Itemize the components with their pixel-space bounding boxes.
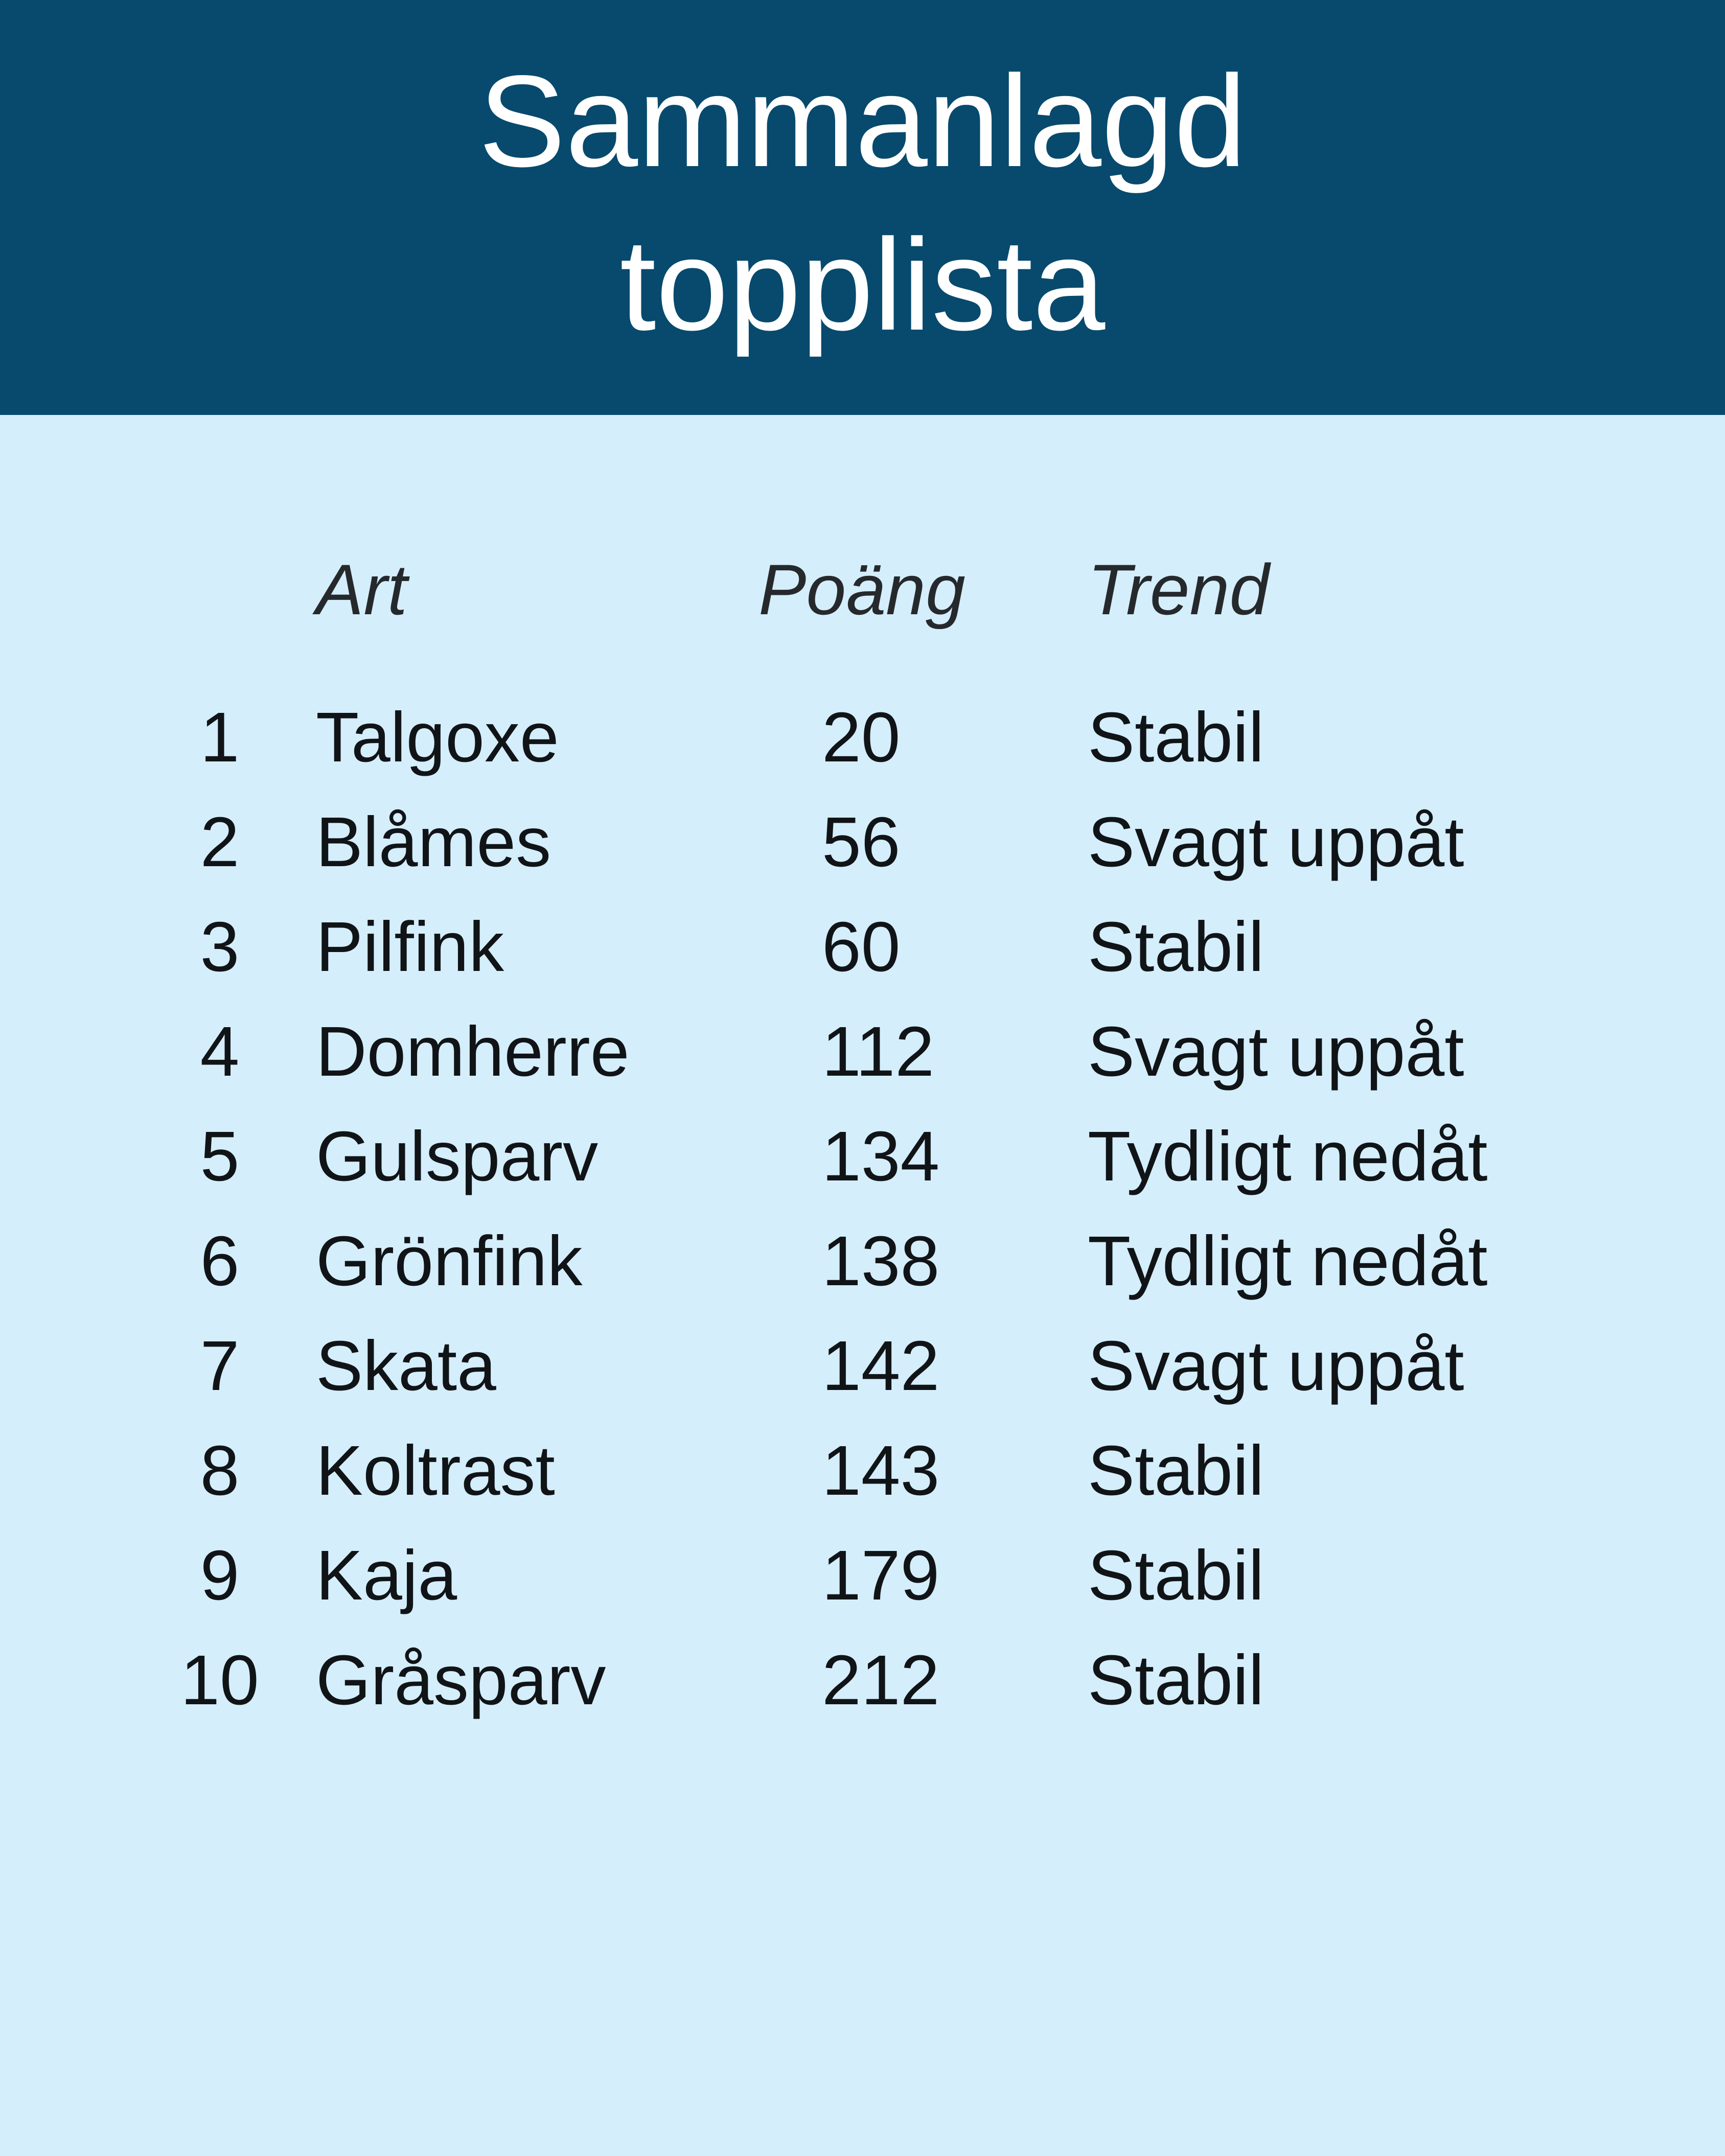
trend-cell: Stabil <box>1088 1431 1264 1510</box>
table-row: 10 Gråsparv 212 Stabil <box>179 1628 1725 1733</box>
trend-cell: Stabil <box>1088 698 1264 777</box>
table-row: 2 Blåmes 56 Svagt uppåt <box>179 790 1725 895</box>
rank-cell: 10 <box>180 1641 259 1720</box>
table-header-row: Art Poäng Trend <box>179 551 1725 628</box>
species-cell: Skata <box>316 1327 496 1405</box>
points-cell: 112 <box>822 1012 935 1091</box>
species-cell: Grönfink <box>316 1222 583 1301</box>
rank-cell: 2 <box>200 803 240 882</box>
rank-cell: 9 <box>200 1536 240 1615</box>
rank-cell: 3 <box>200 908 240 986</box>
table-row: 9 Kaja 179 Stabil <box>179 1523 1725 1628</box>
title-banner: Sammanlagd topplista <box>0 0 1725 415</box>
points-cell: 56 <box>822 803 901 882</box>
species-cell: Gråsparv <box>316 1641 606 1720</box>
trend-cell: Stabil <box>1088 1536 1264 1615</box>
table-rows: 1 Talgoxe 20 Stabil 2 Blåmes 56 Svagt up… <box>0 685 1725 1733</box>
points-cell: 212 <box>822 1641 940 1720</box>
rank-cell: 8 <box>200 1431 240 1510</box>
page-title-line-2: topplista <box>619 212 1106 358</box>
species-cell: Pilfink <box>316 908 504 986</box>
rank-cell: 6 <box>200 1222 240 1301</box>
species-cell: Koltrast <box>316 1431 555 1510</box>
rank-cell: 5 <box>200 1117 240 1196</box>
trend-cell: Stabil <box>1088 908 1264 986</box>
table-row: 4 Domherre 112 Svagt uppåt <box>179 1000 1725 1104</box>
species-cell: Domherre <box>316 1012 630 1091</box>
table-row: 3 Pilfink 60 Stabil <box>179 895 1725 1000</box>
points-cell: 138 <box>822 1222 940 1301</box>
trend-cell: Tydligt nedåt <box>1088 1222 1488 1301</box>
points-cell: 143 <box>822 1431 940 1510</box>
table-row: 1 Talgoxe 20 Stabil <box>179 685 1725 790</box>
trend-cell: Tydligt nedåt <box>1088 1117 1488 1196</box>
column-header-trend: Trend <box>1088 549 1270 630</box>
points-cell: 142 <box>822 1327 940 1405</box>
page-title-line-1: Sammanlagd <box>478 49 1247 194</box>
trend-cell: Svagt uppåt <box>1088 1327 1464 1405</box>
page-title: Sammanlagd topplista <box>0 0 1725 367</box>
trend-cell: Stabil <box>1088 1641 1264 1720</box>
points-cell: 179 <box>822 1536 940 1615</box>
points-cell: 20 <box>822 698 901 777</box>
table-row: 7 Skata 142 Svagt uppåt <box>179 1314 1725 1419</box>
column-header-poang: Poäng <box>758 549 965 630</box>
species-cell: Gulsparv <box>316 1117 599 1196</box>
rank-cell: 4 <box>200 1012 240 1091</box>
trend-cell: Svagt uppåt <box>1088 1012 1464 1091</box>
toplist-table: Art Poäng Trend 1 Talgoxe 20 Stabil 2 Bl… <box>0 551 1725 1733</box>
species-cell: Blåmes <box>316 803 551 882</box>
trend-cell: Svagt uppåt <box>1088 803 1464 882</box>
table-row: 5 Gulsparv 134 Tydligt nedåt <box>179 1104 1725 1209</box>
points-cell: 60 <box>822 908 901 986</box>
species-cell: Talgoxe <box>316 698 559 777</box>
species-cell: Kaja <box>316 1536 457 1615</box>
rank-cell: 7 <box>200 1327 240 1405</box>
table-row: 6 Grönfink 138 Tydligt nedåt <box>179 1209 1725 1314</box>
rank-cell: 1 <box>200 698 240 777</box>
points-cell: 134 <box>822 1117 940 1196</box>
column-header-art: Art <box>316 549 407 630</box>
table-row: 8 Koltrast 143 Stabil <box>179 1419 1725 1523</box>
